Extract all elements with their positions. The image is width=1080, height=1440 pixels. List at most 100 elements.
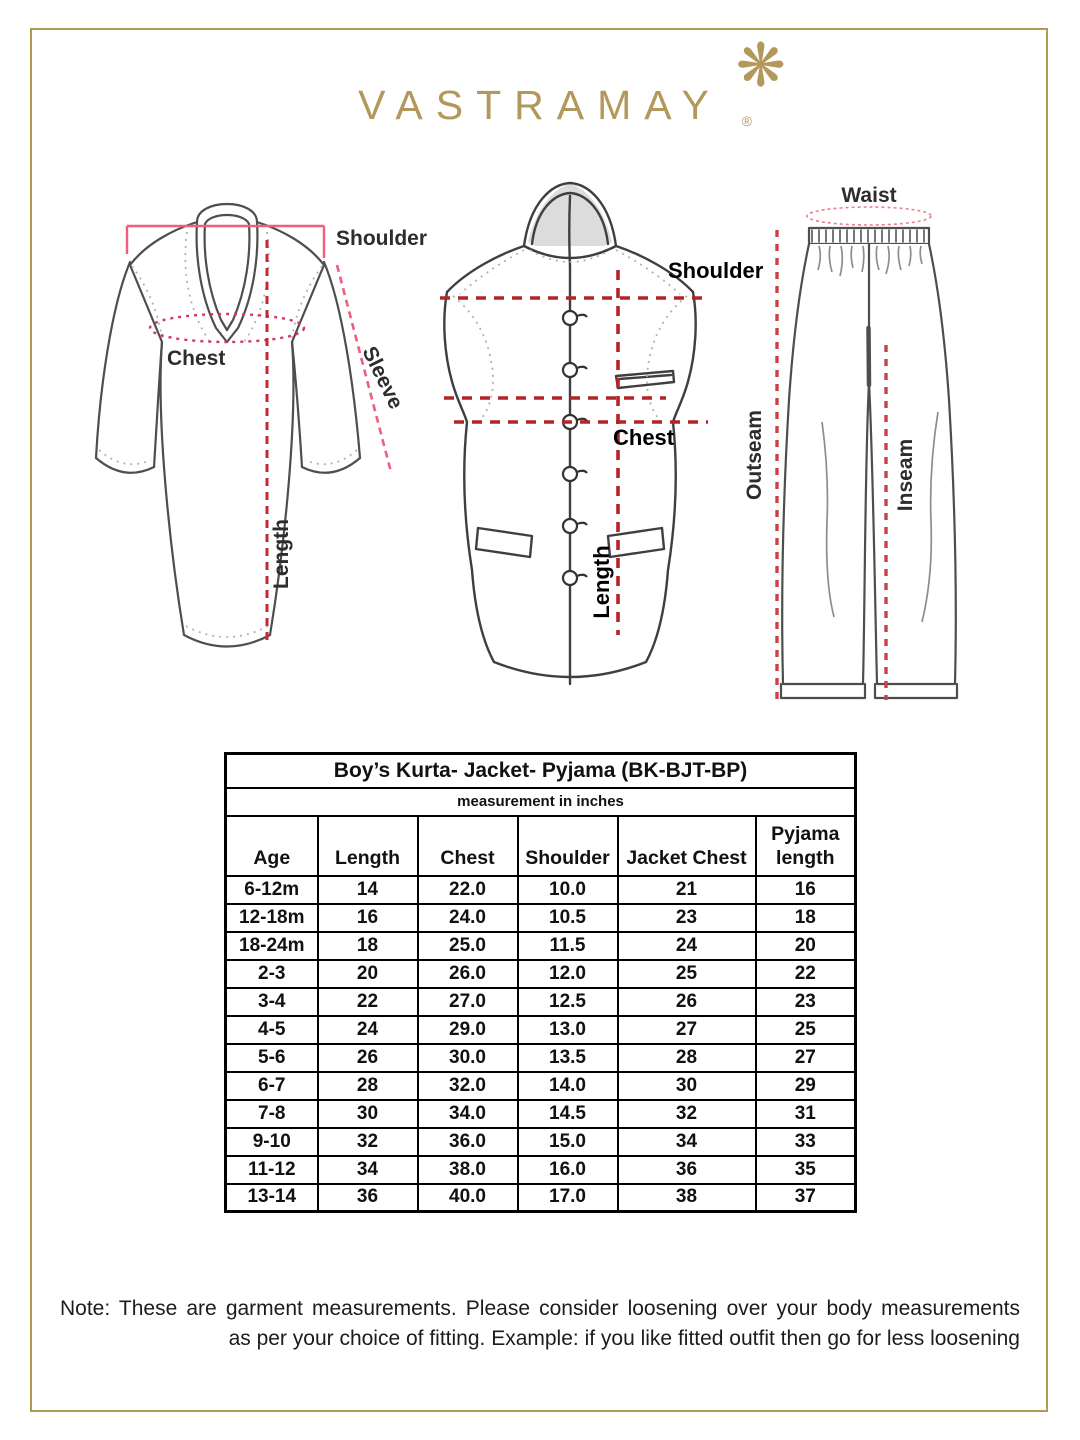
table-subtitle-row: measurement in inches (224, 786, 857, 817)
table-cell: 27 (616, 1014, 757, 1045)
kurta-length-label: Length (270, 519, 293, 589)
table-cell: 20 (754, 930, 857, 961)
jacket-sketch (440, 181, 708, 686)
table-cell: 40.0 (416, 1182, 519, 1213)
table-cell: 16 (754, 874, 857, 905)
table-cell: 6-7 (224, 1070, 319, 1101)
kurta-chest-label: Chest (167, 347, 226, 370)
table-cell: 6-12m (224, 874, 319, 905)
table-cell: 25 (616, 958, 757, 989)
table-cell: 30 (316, 1098, 419, 1129)
table-row: 12-18m 16 24.0 10.5 23 18 (224, 902, 857, 933)
jacket-shoulder-label: Shoulder (668, 258, 764, 283)
kurta-shoulder-label: Shoulder (336, 227, 428, 250)
table-cell: 10.5 (516, 902, 619, 933)
table-cell: 29 (754, 1070, 857, 1101)
table-cell: 10.0 (516, 874, 619, 905)
table-cell: 34.0 (416, 1098, 519, 1129)
table-cell: 38.0 (416, 1154, 519, 1185)
table-row: 6-7 28 32.0 14.0 30 29 (224, 1070, 857, 1101)
table-cell: 7-8 (224, 1098, 319, 1129)
table-cell: 31 (754, 1098, 857, 1129)
measurement-note: Note: These are garment measurements. Pl… (60, 1294, 1020, 1354)
pyjama-outseam-label: Outseam (743, 410, 766, 500)
registered-trademark-icon: ® (741, 113, 752, 129)
table-cell: 27.0 (416, 986, 519, 1017)
column-header-shoulder: Shoulder (516, 814, 619, 877)
table-cell: 33 (754, 1126, 857, 1157)
table-cell: 36 (316, 1182, 419, 1213)
table-cell: 32 (316, 1126, 419, 1157)
pyjama-inseam-label: Inseam (894, 438, 917, 512)
note-line-1: Note: These are garment measurements. Pl… (60, 1297, 1020, 1320)
column-header-chest: Chest (416, 814, 519, 877)
table-cell: 26 (316, 1042, 419, 1073)
table-cell: 23 (754, 986, 857, 1017)
table-row: 3-4 22 27.0 12.5 26 23 (224, 986, 857, 1017)
table-cell: 30 (616, 1070, 757, 1101)
table-header-row: Age Length Chest Shoulder Jacket Chest P… (224, 814, 857, 877)
table-cell: 22 (754, 958, 857, 989)
column-header-length: Length (316, 814, 419, 877)
table-cell: 9-10 (224, 1126, 319, 1157)
table-cell: 36 (616, 1154, 757, 1185)
table-cell: 37 (754, 1182, 857, 1213)
table-cell: 17.0 (516, 1182, 619, 1213)
table-cell: 32 (616, 1098, 757, 1129)
table-cell: 29.0 (416, 1014, 519, 1045)
pyjama-measurement-diagram: Waist Outseam Inseam (725, 160, 1065, 735)
pyjama-waist-label: Waist (841, 184, 897, 207)
table-cell: 14.5 (516, 1098, 619, 1129)
kurta-measurement-diagram: Shoulder Chest Sleeve Length (60, 170, 427, 730)
table-cell: 18 (754, 902, 857, 933)
table-row: 7-8 30 34.0 14.5 32 31 (224, 1098, 857, 1129)
table-cell: 22.0 (416, 874, 519, 905)
table-cell: 18-24m (224, 930, 319, 961)
table-cell: 12.0 (516, 958, 619, 989)
table-title-row: Boy’s Kurta- Jacket- Pyjama (BK-BJT-BP) (224, 752, 857, 789)
table-cell: 13.0 (516, 1014, 619, 1045)
table-cell: 2-3 (224, 958, 319, 989)
table-cell: 27 (754, 1042, 857, 1073)
table-row: 5-6 26 30.0 13.5 28 27 (224, 1042, 857, 1073)
table-cell: 13-14 (224, 1182, 319, 1213)
table-cell: 34 (316, 1154, 419, 1185)
table-cell: 13.5 (516, 1042, 619, 1073)
kurta-sketch (94, 203, 393, 648)
table-cell: 16.0 (516, 1154, 619, 1185)
table-row: 2-3 20 26.0 12.0 25 22 (224, 958, 857, 989)
pyjama-sketch (775, 206, 959, 705)
table-cell: 34 (616, 1126, 757, 1157)
table-cell: 36.0 (416, 1126, 519, 1157)
table-cell: 16 (316, 902, 419, 933)
column-header-jacket-chest: Jacket Chest (616, 814, 757, 877)
table-cell: 25.0 (416, 930, 519, 961)
table-cell: 20 (316, 958, 419, 989)
table-cell: 26.0 (416, 958, 519, 989)
table-cell: 24 (316, 1014, 419, 1045)
table-subtitle: measurement in inches (224, 786, 857, 817)
table-cell: 11-12 (224, 1154, 319, 1185)
brand-header: ❋ VASTRAMAY ® (0, 36, 1080, 130)
table-cell: 15.0 (516, 1126, 619, 1157)
table-cell: 32.0 (416, 1070, 519, 1101)
table-cell: 5-6 (224, 1042, 319, 1073)
table-cell: 24 (616, 930, 757, 961)
table-cell: 38 (616, 1182, 757, 1213)
table-cell: 23 (616, 902, 757, 933)
jacket-length-label: Length (589, 545, 614, 619)
table-cell: 28 (616, 1042, 757, 1073)
table-cell: 22 (316, 986, 419, 1017)
table-cell: 11.5 (516, 930, 619, 961)
table-row: 4-5 24 29.0 13.0 27 25 (224, 1014, 857, 1045)
jacket-measurement-diagram: Shoulder Chest Length (420, 170, 770, 730)
table-row: 13-14 36 40.0 17.0 38 37 (224, 1182, 857, 1213)
table-cell: 28 (316, 1070, 419, 1101)
table-row: 9-10 32 36.0 15.0 34 33 (224, 1126, 857, 1157)
table-cell: 25 (754, 1014, 857, 1045)
size-chart-table: Boy’s Kurta- Jacket- Pyjama (BK-BJT-BP) … (224, 752, 858, 1213)
column-header-pyjama-length: Pyjama length (754, 814, 857, 877)
table-body: 6-12m 14 22.0 10.0 21 16 12-18m 16 24.0 10.5 23 18 1… (224, 874, 857, 1213)
table-row: 6-12m 14 22.0 10.0 21 16 (224, 874, 857, 905)
table-cell: 4-5 (224, 1014, 319, 1045)
